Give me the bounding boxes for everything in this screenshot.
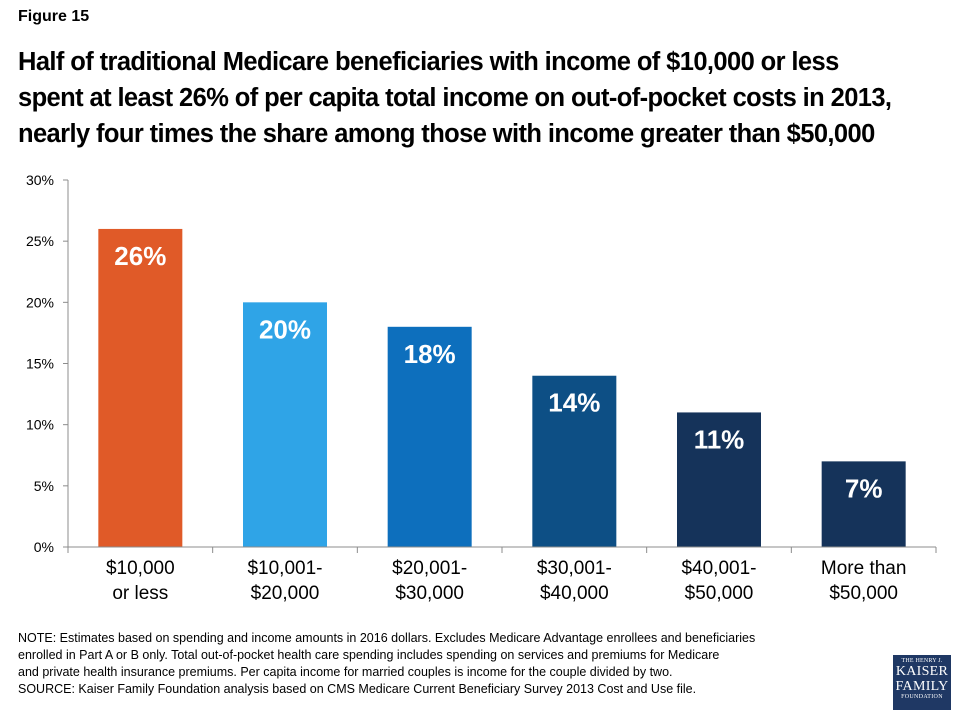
y-tick-label: 20% [26, 294, 54, 310]
y-tick-label: 10% [26, 417, 54, 433]
y-tick-label: 30% [26, 172, 54, 188]
note-line: and private health insurance premiums. P… [18, 665, 673, 679]
x-tick-label: $40,001- [681, 558, 756, 579]
data-label: 20% [259, 314, 311, 344]
y-tick-label: 0% [34, 539, 54, 555]
data-label: 14% [548, 388, 600, 418]
title-line: spent at least 26% of per capita total i… [18, 84, 892, 112]
x-tick-label: $40,000 [540, 583, 609, 604]
x-tick-label: $20,000 [251, 583, 320, 604]
figure-label: Figure 15 [18, 8, 90, 25]
y-tick-label: 15% [26, 356, 54, 372]
y-tick-label: 25% [26, 233, 54, 249]
bar [243, 302, 327, 547]
x-tick-label: More than [821, 558, 907, 579]
data-label: 7% [845, 473, 883, 503]
bar [677, 412, 761, 547]
logo-line: KAISER [895, 664, 949, 679]
note-line: enrolled in Part A or B only. Total out-… [18, 648, 720, 662]
x-tick-label: $20,001- [392, 558, 467, 579]
x-tick-label: $50,000 [829, 583, 898, 604]
bar [821, 461, 906, 547]
x-tick-label: $30,000 [395, 583, 464, 604]
kaiser-logo: THE HENRY J. KAISER FAMILY FOUNDATION [893, 655, 951, 710]
x-tick-label: $10,001- [247, 558, 322, 579]
note-line: NOTE: Estimates based on spending and in… [18, 631, 756, 645]
x-tick-label: $50,000 [685, 583, 754, 604]
bar [532, 375, 617, 547]
x-tick-label: or less [112, 583, 168, 604]
bar [387, 326, 472, 547]
title-line: Half of traditional Medicare beneficiari… [18, 48, 839, 76]
logo-line: FOUNDATION [901, 694, 943, 700]
data-label: 18% [404, 339, 456, 369]
source-line: SOURCE: Kaiser Family Foundation analysi… [18, 682, 697, 696]
logo-line: THE HENRY J. [901, 658, 943, 664]
data-label: 11% [694, 424, 745, 454]
bar [98, 228, 183, 547]
chart-title: Half of traditional Medicare beneficiari… [18, 44, 948, 152]
data-label: 26% [114, 241, 166, 271]
y-tick-label: 5% [34, 478, 54, 494]
logo-line: FAMILY [895, 679, 949, 694]
x-tick-label: $30,001- [537, 558, 612, 579]
title-line: nearly four times the share among those … [18, 120, 875, 148]
x-tick-label: $10,000 [106, 558, 175, 579]
footnote: NOTE: Estimates based on spending and in… [18, 630, 878, 698]
